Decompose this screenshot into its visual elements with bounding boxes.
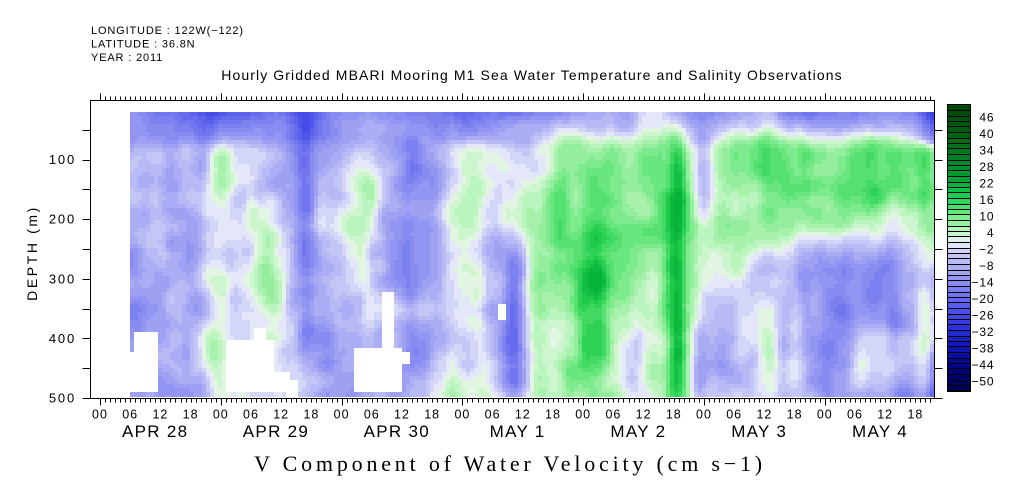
svg-text:06: 06: [364, 408, 380, 422]
svg-text:V Component of Water Velocity: V Component of Water Velocity (cm s−1): [254, 451, 766, 476]
svg-text:00: 00: [696, 408, 712, 422]
svg-text:−8: −8: [979, 259, 994, 273]
svg-text:MAY 3: MAY 3: [731, 422, 787, 441]
svg-text:06: 06: [847, 408, 863, 422]
svg-text:12: 12: [152, 408, 168, 422]
svg-text:18: 18: [907, 408, 923, 422]
svg-text:28: 28: [979, 160, 994, 174]
svg-text:12: 12: [877, 408, 893, 422]
svg-text:−44: −44: [971, 358, 994, 372]
svg-text:00: 00: [575, 408, 591, 422]
svg-text:46: 46: [979, 111, 994, 125]
svg-text:00: 00: [213, 408, 229, 422]
svg-text:300: 300: [49, 271, 76, 286]
svg-text:MAY 4: MAY 4: [852, 422, 908, 441]
svg-text:−26: −26: [971, 309, 994, 323]
svg-text:12: 12: [394, 408, 410, 422]
svg-text:00: 00: [454, 408, 470, 422]
svg-text:APR 30: APR 30: [364, 422, 430, 441]
svg-text:06: 06: [726, 408, 742, 422]
svg-text:APR 29: APR 29: [243, 422, 309, 441]
svg-text:−38: −38: [971, 342, 994, 356]
svg-text:18: 18: [424, 408, 440, 422]
svg-text:4: 4: [987, 226, 995, 240]
svg-text:18: 18: [787, 408, 803, 422]
svg-text:LATITUDE : 36.8N: LATITUDE : 36.8N: [91, 39, 195, 51]
svg-text:−20: −20: [971, 292, 994, 306]
svg-text:200: 200: [49, 212, 76, 227]
svg-text:40: 40: [979, 127, 994, 141]
svg-text:10: 10: [979, 210, 994, 224]
svg-text:06: 06: [243, 408, 259, 422]
svg-text:18: 18: [666, 408, 682, 422]
svg-text:00: 00: [92, 408, 108, 422]
svg-text:MAY 1: MAY 1: [490, 422, 546, 441]
svg-text:16: 16: [979, 193, 994, 207]
svg-text:00: 00: [334, 408, 350, 422]
svg-text:12: 12: [273, 408, 289, 422]
svg-text:00: 00: [817, 408, 833, 422]
svg-text:12: 12: [756, 408, 772, 422]
svg-text:500: 500: [49, 391, 76, 406]
svg-text:−14: −14: [971, 276, 994, 290]
svg-text:06: 06: [605, 408, 621, 422]
svg-text:DEPTH (m): DEPTH (m): [24, 205, 40, 301]
svg-text:18: 18: [183, 408, 199, 422]
svg-text:−2: −2: [979, 243, 994, 257]
svg-text:18: 18: [545, 408, 561, 422]
svg-text:34: 34: [979, 144, 994, 158]
svg-text:18: 18: [303, 408, 319, 422]
svg-text:LONGITUDE : 122W(−122): LONGITUDE : 122W(−122): [91, 25, 244, 37]
svg-text:Hourly Gridded MBARI Mooring M: Hourly Gridded MBARI Mooring M1 Sea Wate…: [221, 67, 842, 83]
svg-text:400: 400: [49, 331, 76, 346]
svg-text:06: 06: [485, 408, 501, 422]
svg-text:12: 12: [515, 408, 531, 422]
svg-text:−32: −32: [971, 325, 994, 339]
svg-text:APR 28: APR 28: [122, 422, 188, 441]
svg-text:MAY 2: MAY 2: [610, 422, 666, 441]
svg-text:−50: −50: [971, 375, 994, 389]
svg-text:YEAR : 2011: YEAR : 2011: [91, 52, 163, 64]
svg-text:12: 12: [636, 408, 652, 422]
svg-text:22: 22: [979, 177, 994, 191]
svg-text:100: 100: [49, 152, 76, 167]
svg-text:06: 06: [122, 408, 138, 422]
